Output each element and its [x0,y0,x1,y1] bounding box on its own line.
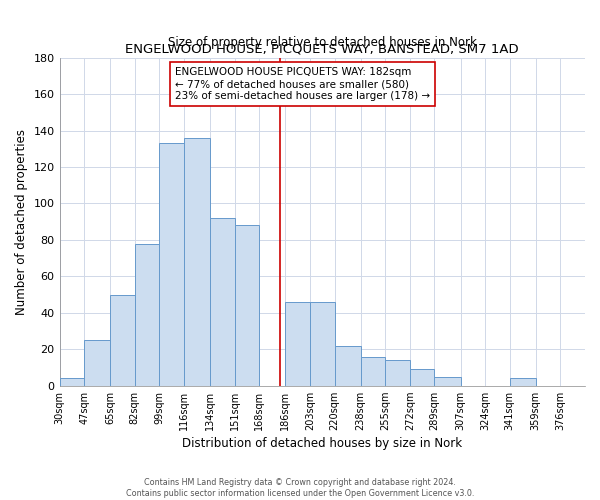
Bar [310,302,335,386]
Bar [434,376,461,386]
Text: Contains HM Land Registry data © Crown copyright and database right 2024.
Contai: Contains HM Land Registry data © Crown c… [126,478,474,498]
Bar [184,138,210,386]
Text: Size of property relative to detached houses in Nork: Size of property relative to detached ho… [168,36,477,50]
Bar [410,370,434,386]
Bar [59,378,84,386]
Text: ENGELWOOD HOUSE PICQUETS WAY: 182sqm
← 77% of detached houses are smaller (580)
: ENGELWOOD HOUSE PICQUETS WAY: 182sqm ← 7… [175,68,430,100]
Title: ENGELWOOD HOUSE, PICQUETS WAY, BANSTEAD, SM7 1AD: ENGELWOOD HOUSE, PICQUETS WAY, BANSTEAD,… [125,42,519,55]
X-axis label: Distribution of detached houses by size in Nork: Distribution of detached houses by size … [182,437,463,450]
Bar [160,144,184,386]
Bar [361,356,385,386]
Bar [135,244,160,386]
Bar [335,346,361,386]
Bar [286,302,310,386]
Bar [510,378,536,386]
Bar [110,294,135,386]
Bar [235,226,259,386]
Bar [84,340,110,386]
Bar [210,218,235,386]
Bar [385,360,410,386]
Y-axis label: Number of detached properties: Number of detached properties [15,128,28,314]
